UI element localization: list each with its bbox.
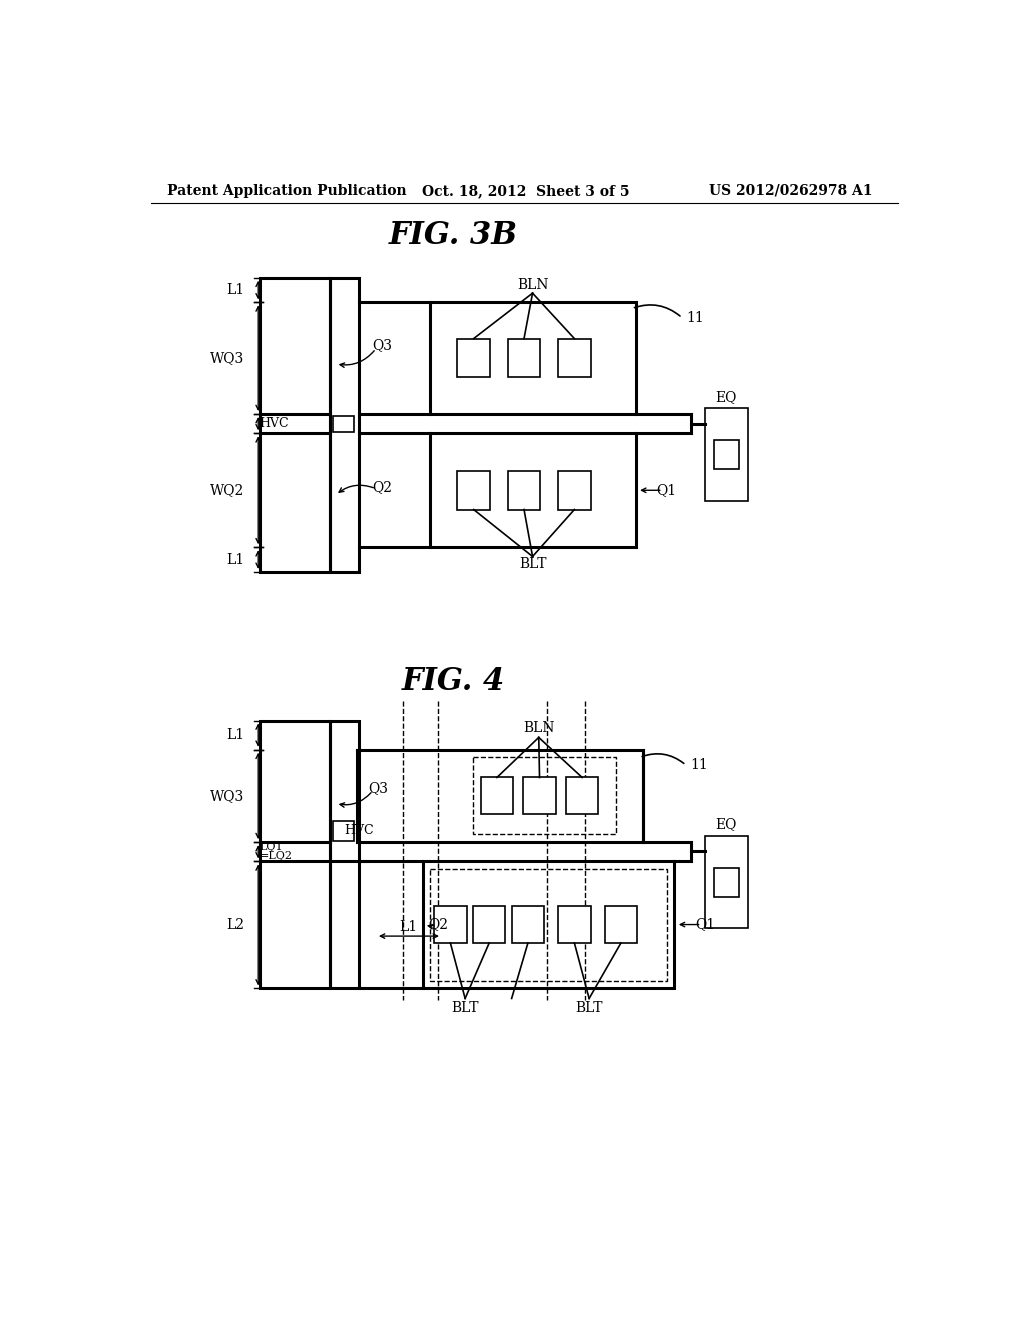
- Text: BLT: BLT: [575, 1001, 603, 1015]
- Bar: [714, 867, 738, 896]
- Bar: [480, 777, 513, 814]
- Text: BLT: BLT: [519, 557, 546, 572]
- Text: 11: 11: [690, 758, 708, 772]
- Text: Q3: Q3: [372, 338, 392, 351]
- Text: Q1: Q1: [656, 483, 677, 498]
- Text: Oct. 18, 2012  Sheet 3 of 5: Oct. 18, 2012 Sheet 3 of 5: [423, 183, 630, 198]
- Text: BLN: BLN: [517, 279, 548, 293]
- Bar: [706, 408, 748, 500]
- Text: EQ: EQ: [716, 817, 737, 832]
- Bar: [330, 277, 359, 572]
- Text: BLT: BLT: [452, 1001, 479, 1015]
- Text: Q3: Q3: [369, 781, 388, 795]
- Bar: [566, 777, 598, 814]
- Text: Q1: Q1: [695, 917, 716, 932]
- Bar: [473, 906, 506, 942]
- Bar: [508, 339, 541, 378]
- Text: BLN: BLN: [523, 721, 555, 735]
- Text: HVC: HVC: [344, 824, 374, 837]
- Text: =LQ2: =LQ2: [260, 851, 293, 861]
- Bar: [458, 471, 489, 510]
- Text: Q2: Q2: [429, 917, 449, 932]
- Bar: [558, 906, 591, 942]
- Text: FIG. 4: FIG. 4: [401, 667, 505, 697]
- Bar: [604, 906, 637, 942]
- Bar: [260, 721, 330, 989]
- Text: WQ3: WQ3: [210, 789, 245, 803]
- Text: 11: 11: [686, 310, 703, 325]
- Text: L1: L1: [226, 553, 245, 566]
- Text: L1: L1: [226, 729, 245, 742]
- Text: WQ3: WQ3: [210, 351, 245, 366]
- Bar: [330, 721, 359, 989]
- Bar: [558, 339, 591, 378]
- Bar: [333, 821, 354, 841]
- Bar: [714, 440, 738, 469]
- Text: WQ2: WQ2: [210, 483, 245, 498]
- Bar: [260, 277, 330, 572]
- Bar: [706, 836, 748, 928]
- Text: L1: L1: [226, 282, 245, 297]
- Text: LQ1: LQ1: [260, 842, 284, 851]
- Bar: [473, 758, 616, 834]
- Bar: [458, 339, 489, 378]
- Bar: [430, 869, 667, 981]
- Bar: [512, 906, 544, 942]
- Bar: [434, 906, 467, 942]
- Bar: [558, 471, 591, 510]
- Text: Patent Application Publication: Patent Application Publication: [167, 183, 407, 198]
- Text: L1: L1: [399, 920, 418, 933]
- Text: L2: L2: [226, 917, 245, 932]
- Text: EQ: EQ: [716, 389, 737, 404]
- Text: US 2012/0262978 A1: US 2012/0262978 A1: [710, 183, 872, 198]
- Bar: [430, 302, 636, 414]
- Text: FIG. 3B: FIG. 3B: [389, 220, 518, 251]
- Text: HVC: HVC: [260, 417, 290, 430]
- Bar: [523, 777, 556, 814]
- Bar: [356, 750, 643, 842]
- Bar: [430, 433, 636, 548]
- Text: Q2: Q2: [372, 480, 392, 494]
- Bar: [423, 862, 675, 989]
- Bar: [333, 416, 354, 432]
- Bar: [508, 471, 541, 510]
